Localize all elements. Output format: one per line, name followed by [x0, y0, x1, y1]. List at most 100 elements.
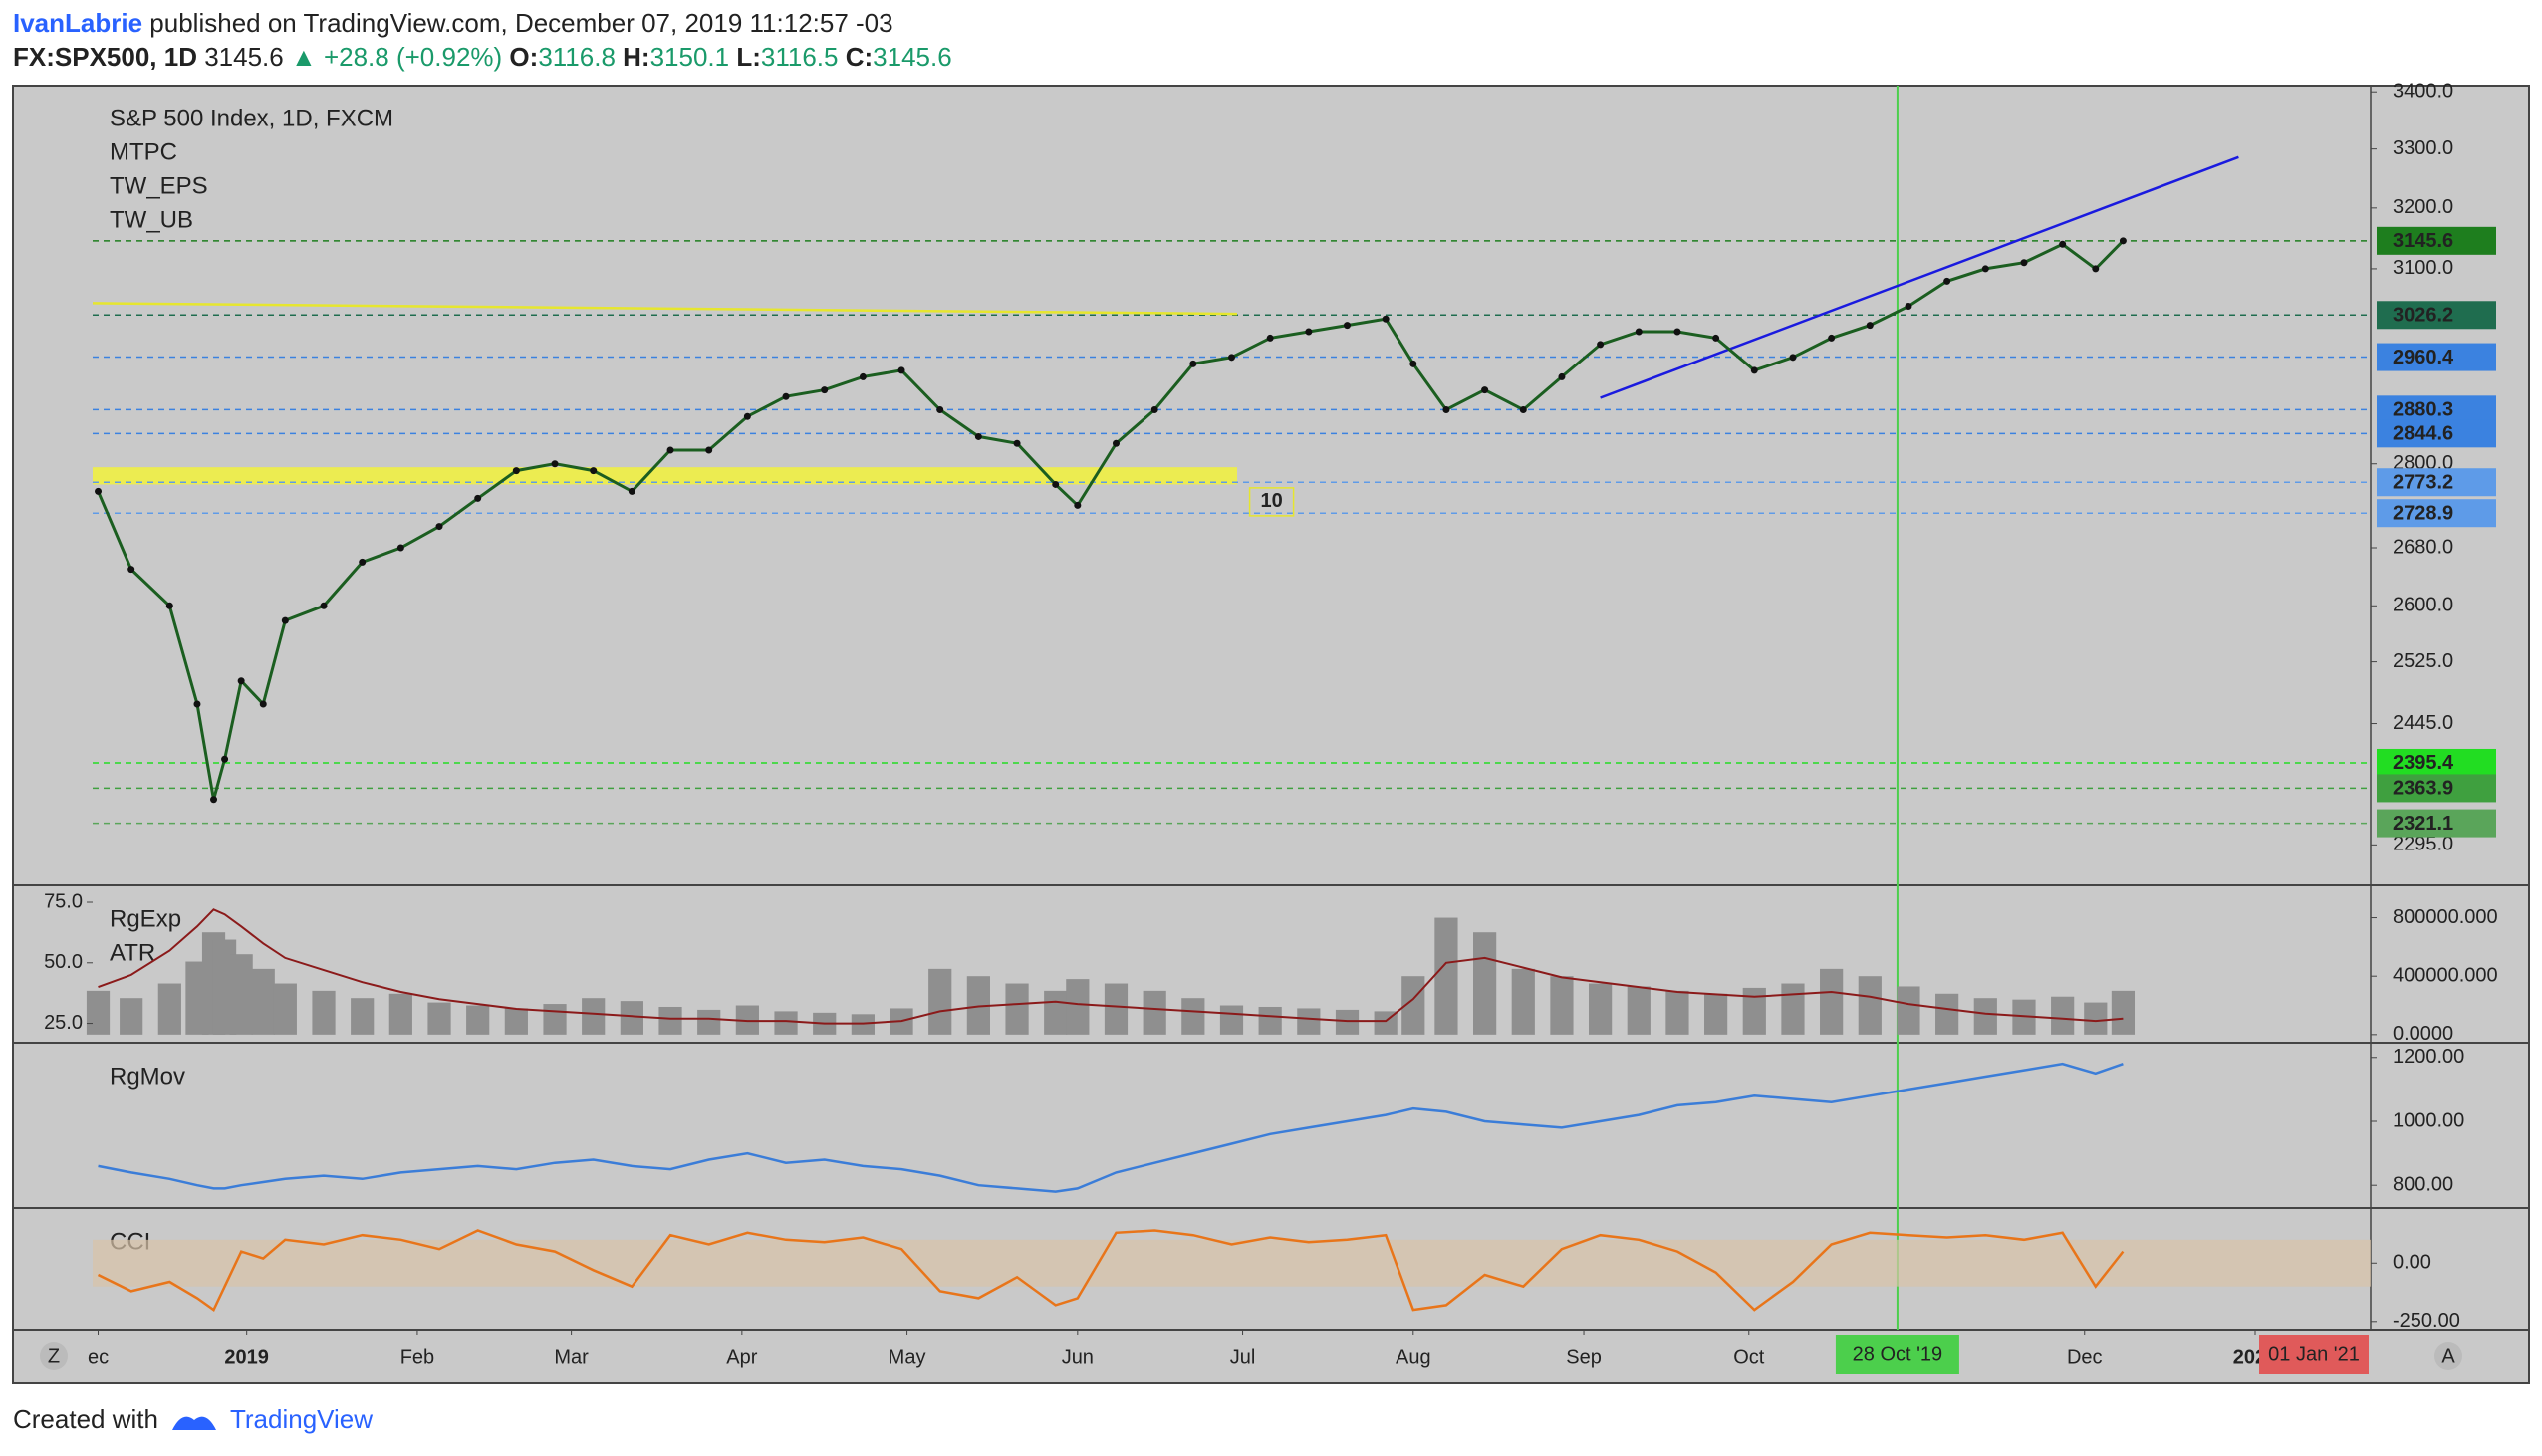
volume-bar — [1511, 968, 1535, 1035]
price-point — [1442, 406, 1450, 414]
price-point — [1905, 303, 1912, 311]
price-badge — [2377, 468, 2496, 497]
price-point — [1074, 501, 1082, 509]
published: published on TradingView.com, December 0… — [149, 8, 893, 38]
logo — [171, 1416, 216, 1430]
price-point — [551, 460, 559, 468]
x-tick-label: ec — [88, 1346, 109, 1368]
y-tick-label: 1200.00 — [2393, 1046, 2464, 1068]
y-tick-label: 3300.0 — [2393, 137, 2453, 159]
x-tick-label: Jun — [1062, 1346, 1094, 1368]
price-point — [1750, 366, 1758, 374]
price-badge-label: 2844.6 — [2393, 423, 2453, 445]
price-point — [1266, 334, 1274, 342]
price-point — [821, 386, 829, 394]
price-point — [1344, 322, 1352, 330]
price-point — [2092, 265, 2100, 273]
volume-bar — [774, 1011, 798, 1035]
y-tick-label: 2600.0 — [2393, 595, 2453, 616]
price-point — [1382, 315, 1390, 323]
volume-bar — [1044, 990, 1068, 1035]
price-point — [1943, 277, 1951, 285]
price-point — [474, 494, 482, 502]
price-point — [590, 467, 598, 475]
last-price: 3145.6 — [204, 42, 284, 72]
footer: Created with TradingView — [13, 1404, 373, 1435]
ohlc-value: 3145.6 — [873, 42, 952, 72]
price-badge-label: 2363.9 — [2393, 778, 2453, 800]
price-badge — [2377, 748, 2496, 777]
volume-bar — [1589, 983, 1613, 1035]
brand[interactable]: TradingView — [229, 1404, 374, 1434]
price-point — [1635, 328, 1643, 336]
ohlc-value: 3150.1 — [649, 42, 730, 72]
price-badge — [2377, 419, 2496, 448]
price-point — [2059, 240, 2067, 248]
auto-icon[interactable]: A — [2441, 1345, 2455, 1367]
x-tick-label: Sep — [1566, 1346, 1602, 1368]
indicator-name: TW_EPS — [110, 172, 208, 199]
ohlc-label: C: — [845, 42, 874, 72]
chart-title: S&P 500 Index, 1D, FXCM — [110, 105, 393, 131]
y-tick-label: 3100.0 — [2393, 257, 2453, 279]
price-point — [1828, 334, 1836, 342]
y-tick-label: 1000.00 — [2393, 1109, 2464, 1131]
author[interactable]: IvanLabrie — [13, 8, 143, 38]
price-point — [1228, 354, 1235, 362]
price-badge — [2377, 395, 2496, 424]
price-point — [237, 677, 245, 685]
price-point — [1150, 406, 1158, 414]
volume-bar — [157, 983, 181, 1035]
price-point — [281, 616, 289, 624]
price-point — [1409, 360, 1417, 367]
price-badge — [2377, 343, 2496, 371]
volume-bar — [658, 1006, 682, 1035]
price-badge-label: 2880.3 — [2393, 399, 2453, 421]
date-badge — [1835, 1335, 1959, 1374]
x-tick-label: Oct — [1733, 1346, 1765, 1368]
volume-bar — [2111, 990, 2136, 1035]
price-point — [1981, 265, 1989, 273]
volume-bar — [620, 1001, 643, 1035]
volume-bar — [543, 1004, 567, 1035]
ohlc-label: L: — [736, 42, 761, 72]
volume-bar — [582, 998, 606, 1035]
price-point — [320, 602, 328, 609]
price-point — [165, 602, 173, 609]
volume-bar — [466, 1005, 490, 1035]
volume-bar — [1143, 990, 1166, 1035]
volume-bar — [1781, 983, 1805, 1035]
price-point — [705, 446, 713, 454]
annotation: 10 — [1260, 490, 1282, 512]
price-badge-label: 2773.2 — [2393, 472, 2453, 494]
price-point — [2020, 259, 2028, 267]
y-tick-label: 2525.0 — [2393, 650, 2453, 672]
zone — [93, 467, 1238, 485]
y-tick-label: 2295.0 — [2393, 834, 2453, 855]
indicator-name: TW_UB — [110, 206, 193, 233]
price-point — [396, 544, 404, 552]
price-point — [1673, 328, 1681, 336]
volume-bar — [1550, 976, 1574, 1035]
price-badge-label: 2395.4 — [2393, 752, 2454, 774]
auto-button[interactable] — [2434, 1342, 2462, 1370]
volume-bar — [504, 1008, 528, 1035]
y-tick-label: 25.0 — [44, 1012, 83, 1034]
indicator-line — [98, 908, 2124, 1025]
zoom-button[interactable] — [40, 1342, 68, 1370]
volume-bar — [1473, 932, 1497, 1035]
volume-bar — [1742, 987, 1766, 1035]
price-point — [2119, 237, 2127, 245]
zoom-icon[interactable]: Z — [48, 1345, 60, 1367]
price-badge-label: 2321.1 — [2393, 813, 2453, 835]
volume-bar — [251, 968, 275, 1035]
volume-bar — [1066, 979, 1090, 1035]
y-tick-label: 75.0 — [44, 890, 83, 912]
price-badge-label: 2960.4 — [2393, 347, 2454, 368]
right-badge — [2259, 1335, 2369, 1374]
price-point — [193, 700, 201, 708]
price-point — [95, 487, 103, 495]
price-point — [1519, 406, 1527, 414]
x-tick-label: 2019 — [224, 1346, 269, 1368]
